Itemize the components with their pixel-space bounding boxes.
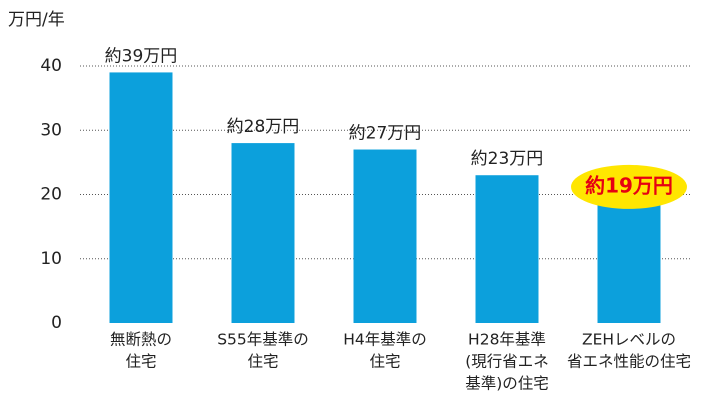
highlight-badge — [571, 164, 687, 209]
bar — [597, 200, 661, 323]
x-tick-label: 住宅 — [247, 353, 278, 371]
y-tick-label: 0 — [51, 313, 62, 333]
bar — [475, 175, 539, 323]
value-label: 約27万円 — [349, 124, 422, 144]
value-label: 約19万円 — [585, 173, 673, 197]
x-tick-label: (現行省エネ — [465, 353, 549, 371]
bar — [231, 143, 295, 323]
x-tick-label: 住宅 — [369, 353, 400, 371]
value-label: 約28万円 — [227, 117, 300, 137]
x-tick-label: S55年基準の — [217, 331, 309, 349]
x-tick-label: 無断熱の — [110, 331, 172, 349]
x-tick-label: 基準)の住宅 — [465, 375, 549, 393]
bar — [109, 72, 173, 323]
value-label: 約23万円 — [471, 149, 544, 169]
bar — [353, 149, 417, 323]
x-tick-label: 省エネ性能の住宅 — [567, 353, 691, 371]
x-tick-label: 住宅 — [125, 353, 156, 371]
y-axis-label: 万円/年 — [8, 10, 65, 30]
y-tick-label: 40 — [40, 56, 62, 76]
y-tick-label: 10 — [40, 249, 62, 269]
value-label: 約39万円 — [105, 46, 178, 66]
y-tick-label: 30 — [40, 120, 62, 140]
x-tick-label: H28年基準 — [468, 331, 546, 349]
y-tick-label: 20 — [40, 185, 62, 205]
x-tick-label: H4年基準の — [343, 331, 427, 349]
x-tick-label: ZEHレベルの — [582, 331, 676, 349]
